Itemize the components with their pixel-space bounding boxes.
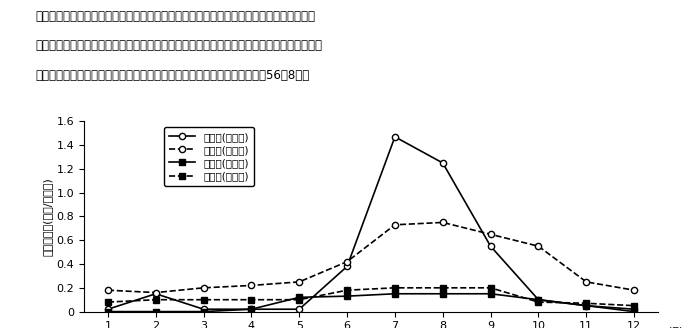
螺山站(蓄水后) (486, 286, 495, 290)
Line: 螺山站(蓄水后): 螺山站(蓄水后) (105, 285, 637, 309)
宜昌站(蓄水前) (486, 244, 495, 248)
螺山站(蓄水前) (199, 286, 208, 290)
宜昌站(蓄水前) (391, 135, 399, 139)
宜昌站(蓄水前) (582, 304, 591, 308)
螺山站(蓄水前) (104, 288, 112, 292)
宜昌站(蓄水前) (199, 307, 208, 311)
螺山站(蓄水前) (391, 223, 399, 227)
螺山站(蓄水后) (295, 298, 303, 302)
螺山站(蓄水前) (247, 283, 256, 287)
螺山站(蓄水后) (438, 286, 447, 290)
螺山站(蓄水前) (582, 280, 591, 284)
螺山站(蓄水前) (151, 291, 160, 295)
Y-axis label: 月均含沙量(千克/立方米): 月均含沙量(千克/立方米) (43, 177, 52, 256)
螺山站(蓄水前) (486, 232, 495, 236)
宜昌站(蓄水后) (486, 292, 495, 296)
宜昌站(蓄水前) (247, 307, 256, 311)
宜昌站(蓄水前) (343, 264, 351, 268)
宜昌站(蓄水前) (104, 307, 112, 311)
宜昌站(蓄水后) (630, 310, 638, 314)
螺山站(蓄水前) (295, 280, 303, 284)
螺山站(蓄水后) (343, 288, 351, 292)
螺山站(蓄水后) (151, 298, 160, 302)
螺山站(蓄水后) (630, 304, 638, 308)
宜昌站(蓄水前) (630, 307, 638, 311)
Line: 螺山站(蓄水前): 螺山站(蓄水前) (105, 219, 637, 296)
螺山站(蓄水后) (199, 298, 208, 302)
宜昌站(蓄水前) (438, 161, 447, 165)
Line: 宜昌站(蓄水后): 宜昌站(蓄水后) (105, 291, 637, 315)
螺山站(蓄水前) (438, 220, 447, 224)
螺山站(蓄水前) (343, 260, 351, 264)
螺山站(蓄水后) (534, 300, 542, 304)
螺山站(蓄水后) (391, 286, 399, 290)
宜昌站(蓄水前) (534, 298, 542, 302)
螺山站(蓄水后) (104, 300, 112, 304)
螺山站(蓄水前) (534, 244, 542, 248)
Text: (月): (月) (668, 326, 683, 328)
宜昌站(蓄水后) (534, 298, 542, 302)
Line: 宜昌站(蓄水前): 宜昌站(蓄水前) (105, 134, 637, 312)
Text: 含沙量大于其搨沙能力时，河床淤积。宜昌站和螺山站分别是长江河段的上游和下游的两个水: 含沙量大于其搨沙能力时，河床淤积。宜昌站和螺山站分别是长江河段的上游和下游的两个… (35, 39, 322, 52)
宜昌站(蓄水后) (391, 292, 399, 296)
宜昌站(蓄水后) (247, 307, 256, 311)
宜昌站(蓄水后) (104, 310, 112, 314)
Text: 河床的冲淤与河流含沙量关系密切，河流的含沙量小于其搨沙能力时，河床被冲划；河流的: 河床的冲淤与河流含沙量关系密切，河流的含沙量小于其搨沙能力时，河床被冲划；河流的 (35, 10, 315, 23)
宜昌站(蓄水后) (151, 310, 160, 314)
宜昌站(蓄水前) (151, 292, 160, 296)
宜昌站(蓄水后) (438, 292, 447, 296)
宜昌站(蓄水后) (295, 295, 303, 299)
螺山站(蓄水前) (630, 288, 638, 292)
螺山站(蓄水后) (247, 298, 256, 302)
Legend: 宜昌站(蓄水前), 螺山站(蓄水前), 宜昌站(蓄水后), 螺山站(蓄水后): 宜昌站(蓄水前), 螺山站(蓄水前), 宜昌站(蓄水后), 螺山站(蓄水后) (164, 127, 254, 186)
宜昌站(蓄水后) (199, 310, 208, 314)
螺山站(蓄水后) (582, 301, 591, 305)
宜昌站(蓄水前) (295, 307, 303, 311)
宜昌站(蓄水后) (343, 294, 351, 298)
宜昌站(蓄水后) (582, 304, 591, 308)
Text: 文监测站。下图示意两站在三峡大坝蓄水前后的含沙量变化过程。据此完成56～8题。: 文监测站。下图示意两站在三峡大坝蓄水前后的含沙量变化过程。据此完成56～8题。 (35, 69, 309, 82)
